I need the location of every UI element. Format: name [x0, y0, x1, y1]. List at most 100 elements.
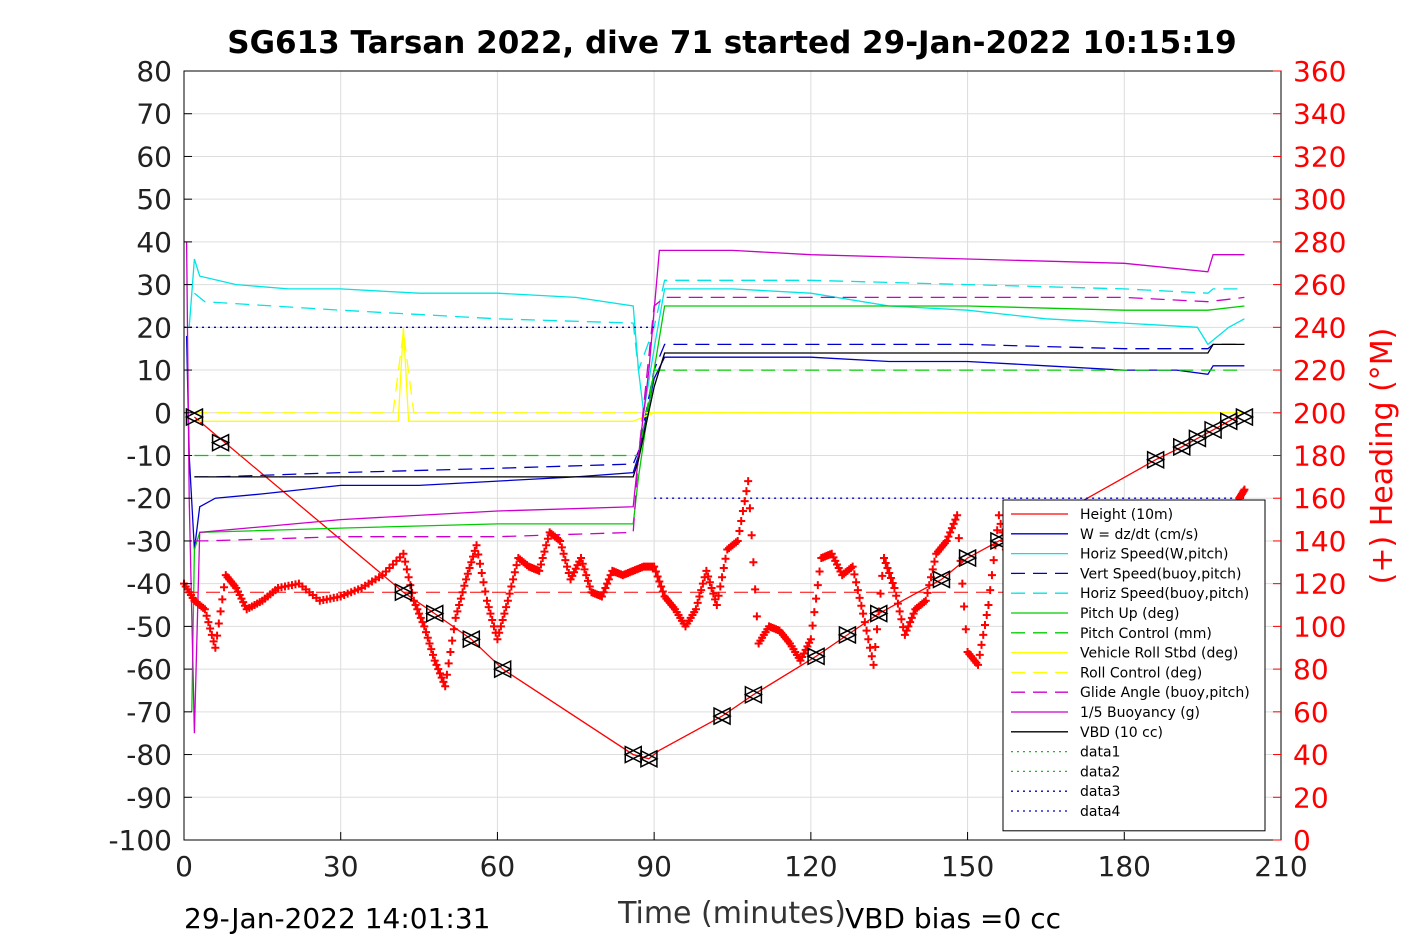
heading-point — [435, 669, 444, 678]
heading-point — [930, 557, 939, 566]
heading-point — [984, 601, 993, 610]
heading-point — [958, 579, 967, 588]
legend-entry: VBD (10 cc) — [1080, 725, 1163, 741]
heading-point — [655, 577, 664, 586]
heading-point — [806, 635, 815, 644]
heading-point — [855, 593, 864, 602]
heading-point — [496, 622, 505, 631]
heading-point — [693, 598, 702, 607]
y-left-tick-label: 60 — [136, 140, 172, 173]
y-left-tick-label: -90 — [126, 781, 172, 814]
heading-point — [716, 582, 725, 591]
heading-point — [989, 556, 998, 565]
heading-point — [467, 558, 476, 567]
heading-point — [411, 601, 420, 610]
footer-timestamp: 29-Jan-2022 14:01:31 — [184, 902, 490, 935]
heading-point — [860, 618, 869, 627]
legend-entry: Roll Control (deg) — [1080, 665, 1202, 681]
series-line-1-5-buoyancy-g- — [185, 241, 1245, 734]
heading-point — [455, 601, 464, 610]
heading-point — [881, 559, 890, 568]
heading-point — [489, 622, 498, 631]
heading-point — [559, 549, 568, 558]
heading-point — [697, 586, 706, 595]
legend-entry: Horiz Speed(W,pitch) — [1080, 547, 1228, 563]
x-tick-label: 180 — [1098, 850, 1151, 883]
heading-point — [738, 507, 747, 516]
heading-point — [214, 619, 223, 628]
glider-marker-left — [492, 659, 512, 679]
legend-entry: data2 — [1080, 764, 1120, 780]
x-tick-label: 210 — [1254, 850, 1307, 883]
y-left-tick-label: 40 — [136, 226, 172, 259]
heading-point — [206, 624, 215, 633]
heading-point — [599, 588, 608, 597]
legend-entry: Vert Speed(buoy,pitch) — [1080, 566, 1242, 582]
heading-point — [601, 583, 610, 592]
glider-marker-left — [461, 629, 481, 649]
heading-point — [476, 559, 485, 568]
y-right-tick-label: 20 — [1293, 781, 1329, 814]
legend-entry: data3 — [1080, 784, 1120, 800]
heading-point — [745, 504, 754, 513]
heading-point — [216, 607, 225, 616]
x-axis-label: Time (minutes) — [617, 896, 846, 931]
heading-point — [509, 575, 518, 584]
legend-entry: 1/5 Buoyancy (g) — [1080, 705, 1200, 721]
y-right-tick-label: 360 — [1293, 55, 1346, 88]
heading-point — [883, 564, 892, 573]
heading-point — [542, 541, 551, 550]
heading-point — [448, 636, 457, 645]
heading-point — [442, 670, 451, 679]
series-line-w-dz-dt-cm-s- — [185, 335, 1245, 550]
heading-point — [947, 524, 956, 533]
heading-point — [500, 609, 509, 618]
y-left-tick-label: -20 — [126, 482, 172, 515]
heading-point — [218, 595, 227, 604]
heading-point — [921, 596, 930, 605]
heading-point — [886, 573, 895, 582]
glider-marker-left — [210, 433, 230, 452]
heading-point — [993, 526, 1002, 535]
y-right-tick-label: 220 — [1293, 354, 1346, 387]
heading-point — [577, 554, 586, 563]
heading-point — [867, 652, 876, 661]
heading-point — [563, 562, 572, 571]
heading-point — [449, 625, 458, 634]
series-line-roll-control-deg- — [194, 331, 1245, 414]
heading-point — [961, 625, 970, 634]
x-tick-label: 0 — [175, 850, 193, 883]
y-right-tick-label: 160 — [1293, 482, 1346, 515]
heading-point — [812, 594, 821, 603]
x-tick-label: 150 — [941, 850, 994, 883]
legend-entry: Height (10m) — [1080, 507, 1173, 523]
legend-entry: Horiz Speed(buoy,pitch) — [1080, 586, 1249, 602]
y-right-tick-label: 180 — [1293, 440, 1346, 473]
heading-point — [879, 554, 888, 563]
heading-point — [465, 564, 474, 573]
heading-point — [742, 487, 751, 496]
legend-entry: Glide Angle (buoy,pitch) — [1080, 685, 1250, 701]
heading-point — [954, 534, 963, 543]
glider-marker-right — [1235, 407, 1255, 427]
heading-point — [493, 635, 502, 644]
heading-point — [719, 564, 728, 573]
heading-point — [404, 573, 413, 582]
y-right-tick-label: 60 — [1293, 696, 1329, 729]
heading-point — [220, 583, 229, 592]
heading-point — [925, 581, 934, 590]
footer-vbd-bias: VBD bias =0 cc — [845, 902, 1061, 935]
legend-entry: W = dz/dt (cm/s) — [1080, 527, 1199, 543]
heading-point — [425, 639, 434, 648]
heading-point — [751, 585, 760, 594]
legend: Height (10m) W = dz/dt (cm/s) Horiz Speed(… — [1002, 499, 1266, 832]
glider-marker-left — [806, 647, 825, 666]
y-left-tick-label: 30 — [136, 269, 172, 302]
heading-point — [702, 566, 711, 575]
heading-point — [502, 603, 511, 612]
heading-point — [604, 575, 613, 584]
heading-point — [650, 562, 659, 571]
y-left-tick-label: -50 — [126, 610, 172, 643]
glider-marker-left — [184, 407, 204, 427]
heading-point — [430, 656, 439, 665]
